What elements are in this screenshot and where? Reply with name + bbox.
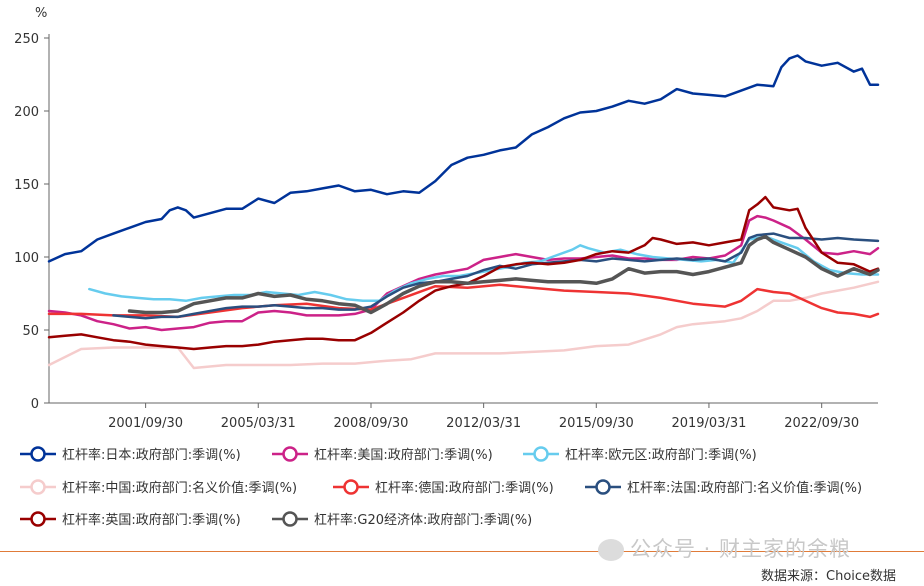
- legend-label: 杠杆率:英国:政府部门:季调(%): [62, 512, 241, 528]
- series-line-2: [88, 235, 880, 303]
- y-tick-label: 0: [31, 397, 39, 412]
- legend-label: 杠杆率:美国:政府部门:季调(%): [314, 447, 493, 463]
- y-tick-label: 100: [14, 251, 39, 266]
- series-line-1: [47, 214, 880, 332]
- legend-item-4[interactable]: 杠杆率:德国:政府部门:季调(%): [333, 479, 554, 496]
- series-line-7: [127, 234, 880, 315]
- y-tick-label: 50: [22, 324, 39, 339]
- legend-marker: [30, 479, 46, 495]
- x-tick-label: 2008/09/30: [334, 416, 409, 431]
- legend-label: 杠杆率:德国:政府部门:季调(%): [375, 480, 554, 496]
- data-source: 数据来源：Choice数据: [761, 569, 897, 584]
- series-layer: [47, 54, 880, 370]
- legend-marker: [30, 511, 46, 527]
- y-tick-label: 250: [14, 32, 39, 47]
- legend-item-3[interactable]: 杠杆率:中国:政府部门:名义价值:季调(%): [20, 479, 297, 496]
- x-tick-label: 2022/09/30: [784, 416, 859, 431]
- legend-marker: [595, 479, 611, 495]
- legend-item-7[interactable]: 杠杆率:G20经济体:政府部门:季调(%): [272, 511, 532, 528]
- y-tick-label: 150: [14, 178, 39, 193]
- series-line-0: [47, 54, 880, 263]
- x-tick-label: 2001/09/30: [108, 416, 183, 431]
- x-tick-label: 2015/09/30: [559, 416, 634, 431]
- legend-marker: [282, 511, 298, 527]
- x-tick-label: 2005/03/31: [221, 416, 296, 431]
- series-line-6: [47, 195, 880, 351]
- footer-divider: [0, 551, 924, 552]
- x-tick-label: 2012/03/31: [446, 416, 521, 431]
- legend-item-5[interactable]: 杠杆率:法国:政府部门:名义价值:季调(%): [585, 479, 862, 496]
- legend-item-2[interactable]: 杠杆率:欧元区:政府部门:季调(%): [523, 446, 757, 463]
- legend: 杠杆率:日本:政府部门:季调(%) 杠杆率:美国:政府部门:季调(%) 杠杆率:欧元…: [20, 446, 862, 528]
- watermark-text: 公众号 · 财主家的余粮: [630, 537, 852, 561]
- legend-item-6[interactable]: 杠杆率:英国:政府部门:季调(%): [20, 511, 241, 528]
- legend-label: 杠杆率:G20经济体:政府部门:季调(%): [314, 512, 532, 528]
- wechat-icon: [598, 539, 624, 561]
- legend-label: 杠杆率:日本:政府部门:季调(%): [62, 447, 241, 463]
- series-line-3: [47, 280, 880, 370]
- series-line-4: [47, 283, 880, 319]
- y-axis-unit: %: [35, 6, 47, 21]
- legend-marker: [30, 446, 46, 462]
- y-tick-label: 200: [14, 105, 39, 120]
- legend-label: 杠杆率:中国:政府部门:名义价值:季调(%): [62, 480, 297, 496]
- watermark: 公众号 · 财主家的余粮: [598, 533, 851, 563]
- legend-marker: [282, 446, 298, 462]
- series-line-5: [112, 232, 880, 320]
- legend-item-1[interactable]: 杠杆率:美国:政府部门:季调(%): [272, 446, 493, 463]
- x-tick-label: 2019/03/31: [671, 416, 746, 431]
- axes: 0 50 100 150 200 250 2001/09/30 2005/03/31 2008/…: [14, 32, 878, 431]
- legend-label: 杠杆率:法国:政府部门:名义价值:季调(%): [627, 480, 862, 496]
- legend-marker: [343, 479, 359, 495]
- chart-svg: % 0 50 100 150 200 250 2001/09/30 2005/03/31 200…: [14, 6, 880, 528]
- legend-item-0[interactable]: 杠杆率:日本:政府部门:季调(%): [20, 446, 241, 463]
- legend-marker: [533, 446, 549, 462]
- legend-label: 杠杆率:欧元区:政府部门:季调(%): [565, 447, 757, 463]
